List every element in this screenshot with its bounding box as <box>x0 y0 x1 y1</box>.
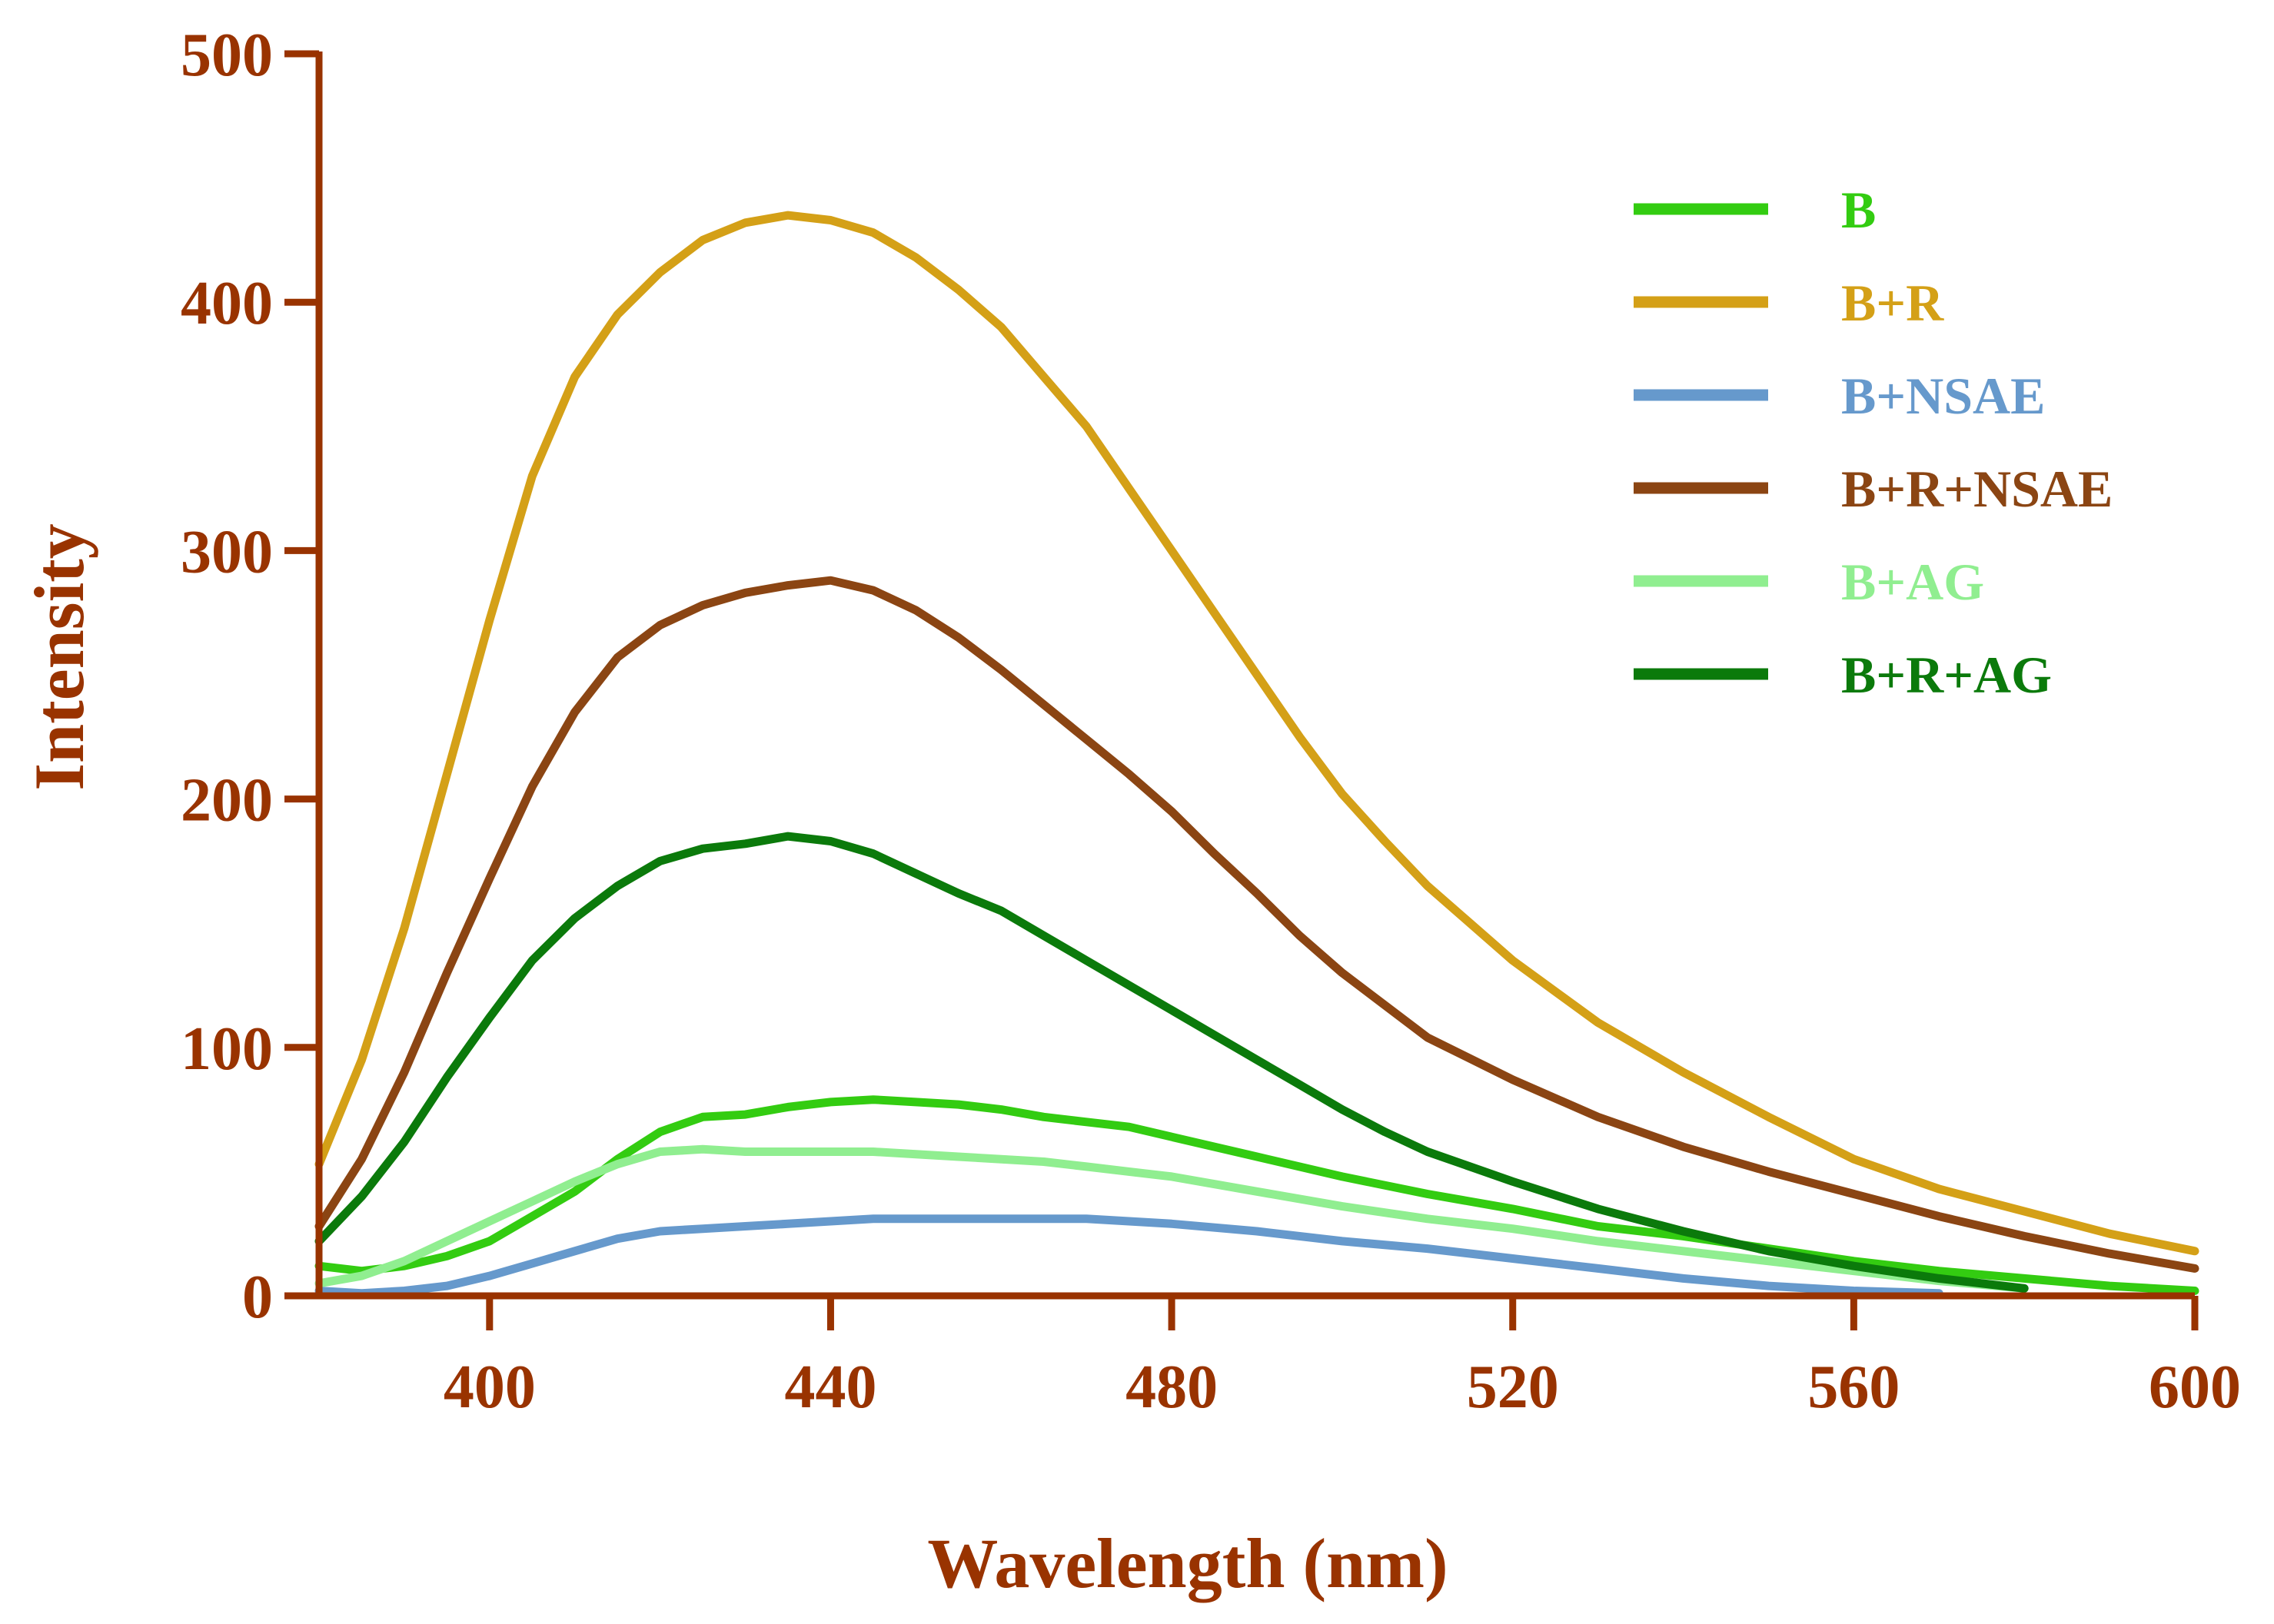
x-tick-label-5: 600 <box>2149 1353 2241 1421</box>
x-tick-label-2: 480 <box>1125 1353 1218 1421</box>
series-line-1 <box>314 211 2199 1256</box>
legend-label-3: B+R+NSAE <box>1841 460 2113 518</box>
legend-label-1: B+R <box>1841 274 1944 332</box>
x-axis-title: Wavelength (nm) <box>927 1524 1448 1602</box>
series-line-5 <box>314 832 2029 1293</box>
y-tick-label-1: 100 <box>181 1015 273 1083</box>
series-line-4 <box>314 1144 2029 1293</box>
legend-label-5: B+R+AG <box>1841 646 2052 704</box>
legend-label-0: B <box>1841 181 1876 239</box>
x-tick-label-0: 400 <box>444 1353 536 1421</box>
legend: B B+R B+NSAE B+R+NSAE B+AG B+R+AG <box>1634 181 2113 704</box>
series-line-3 <box>314 576 2199 1273</box>
x-tick-label-1: 440 <box>784 1353 876 1421</box>
x-tick-label-4: 560 <box>1807 1353 1900 1421</box>
legend-label-4: B+AG <box>1841 553 1984 611</box>
axes: 0 100 200 300 400 500 400 440 480 520 560 600 <box>181 22 2241 1421</box>
x-tick-label-3: 520 <box>1467 1353 1559 1421</box>
legend-label-2: B+NSAE <box>1841 367 2046 425</box>
y-axis-title: Intensity <box>20 523 98 791</box>
y-tick-label-0: 0 <box>242 1264 273 1331</box>
y-tick-label-4: 400 <box>181 270 273 337</box>
series-line-2 <box>314 1214 1943 1298</box>
y-tick-label-5: 500 <box>181 22 273 89</box>
y-tick-label-2: 200 <box>181 767 273 835</box>
y-tick-label-3: 300 <box>181 518 273 586</box>
series-layer <box>314 211 2199 1298</box>
